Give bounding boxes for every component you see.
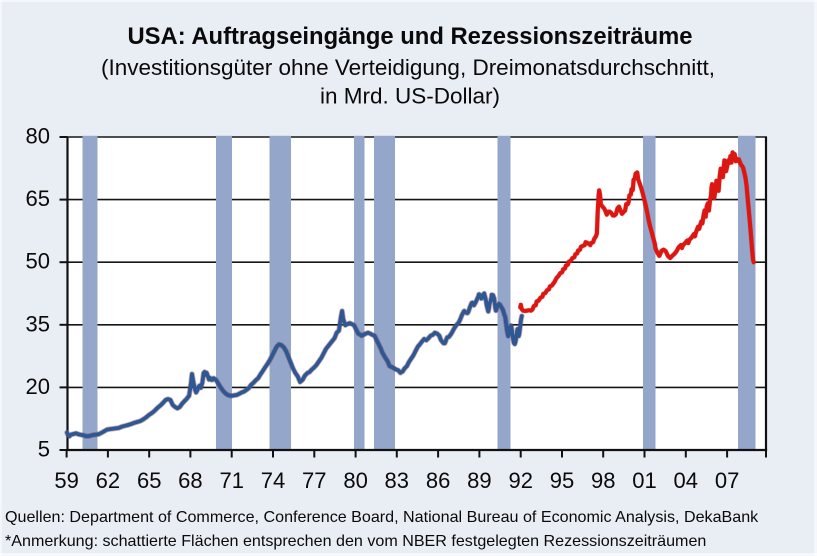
svg-text:59: 59 [54, 468, 78, 493]
svg-text:92: 92 [508, 468, 532, 493]
svg-text:USA: Auftragseingänge und Reze: USA: Auftragseingänge und Rezessionszeit… [127, 23, 692, 50]
svg-text:65: 65 [26, 186, 50, 211]
svg-text:65: 65 [137, 468, 161, 493]
svg-text:80: 80 [26, 124, 50, 149]
svg-text:35: 35 [26, 311, 50, 336]
svg-text:50: 50 [26, 249, 50, 274]
svg-text:89: 89 [467, 468, 491, 493]
svg-text:01: 01 [632, 468, 656, 493]
svg-text:*Anmerkung: schattierte Fläche: *Anmerkung: schattierte Flächen entsprec… [5, 532, 706, 550]
svg-text:98: 98 [591, 468, 615, 493]
svg-text:77: 77 [302, 468, 326, 493]
svg-text:5: 5 [38, 437, 50, 462]
svg-text:in Mrd. US-Dollar): in Mrd. US-Dollar) [320, 84, 500, 109]
svg-text:80: 80 [343, 468, 367, 493]
svg-text:62: 62 [96, 468, 120, 493]
svg-text:(Investitionsgüter ohne Vertei: (Investitionsgüter ohne Verteidigung, Dr… [101, 55, 715, 80]
svg-text:95: 95 [550, 468, 574, 493]
svg-text:83: 83 [385, 468, 409, 493]
svg-text:68: 68 [178, 468, 202, 493]
svg-text:86: 86 [426, 468, 450, 493]
svg-text:Quellen: Department of Commerc: Quellen: Department of Commerce, Confere… [5, 508, 759, 526]
svg-text:20: 20 [26, 374, 50, 399]
svg-text:04: 04 [674, 468, 698, 493]
svg-text:07: 07 [715, 468, 739, 493]
svg-text:71: 71 [219, 468, 243, 493]
svg-text:74: 74 [261, 468, 285, 493]
